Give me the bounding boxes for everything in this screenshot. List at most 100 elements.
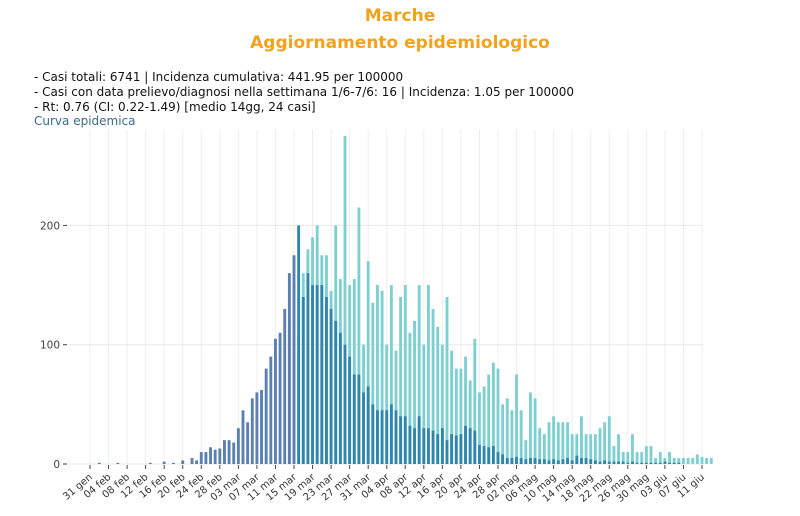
bar-dark xyxy=(658,462,662,464)
y-tick-label: 200 xyxy=(40,220,60,232)
bar-light xyxy=(436,326,440,464)
bar-dark xyxy=(380,410,384,464)
bar-dark xyxy=(529,458,532,464)
bar-dark xyxy=(320,285,324,464)
bar-dark xyxy=(542,459,546,464)
bar-dark xyxy=(413,428,416,464)
bar-light xyxy=(686,458,690,464)
bar-light xyxy=(371,302,375,464)
bar-light xyxy=(417,285,421,464)
bar-dark xyxy=(260,390,263,464)
bar-light xyxy=(403,285,407,464)
bar-dark xyxy=(556,460,560,464)
bar-dark xyxy=(190,458,194,464)
bar-light xyxy=(515,374,518,464)
bar-dark xyxy=(352,374,356,464)
bar-light xyxy=(603,422,607,464)
bar-dark xyxy=(246,422,250,464)
bar-light xyxy=(454,368,458,464)
bar-dark xyxy=(204,452,208,464)
bar-light xyxy=(343,135,347,464)
bar-dark xyxy=(422,428,426,464)
bar-light xyxy=(431,308,435,464)
bar-light xyxy=(677,458,681,464)
bar-light xyxy=(700,456,704,464)
bar-light xyxy=(644,446,648,464)
bar-light xyxy=(510,410,514,464)
bar-dark xyxy=(232,442,236,464)
bar-light xyxy=(589,434,593,464)
bar-dark xyxy=(566,458,569,464)
bar-dark xyxy=(334,320,338,464)
region-title: Marche xyxy=(364,6,436,26)
bar-light xyxy=(695,454,699,464)
bar-dark xyxy=(575,455,579,464)
bar-dark xyxy=(621,461,625,464)
bar-light xyxy=(376,285,379,464)
bar-dark xyxy=(445,440,449,464)
bar-light xyxy=(482,386,486,464)
bar-dark xyxy=(450,434,454,464)
bar-light xyxy=(561,422,565,464)
bar-light xyxy=(394,350,398,464)
bar-light xyxy=(464,356,467,464)
bar-dark xyxy=(417,416,421,464)
bar-dark xyxy=(403,416,407,464)
bar-light xyxy=(427,285,430,464)
bar-dark xyxy=(533,458,537,464)
bar-light xyxy=(663,458,667,464)
bar-dark xyxy=(501,454,505,464)
bar-light xyxy=(580,416,583,464)
bar-dark xyxy=(218,448,222,464)
bar-light xyxy=(533,398,537,464)
bar-dark xyxy=(427,428,430,464)
bar-dark xyxy=(644,462,648,464)
bar-dark xyxy=(538,459,542,464)
bar-dark xyxy=(631,461,634,464)
bar-light xyxy=(598,428,602,464)
bar-dark xyxy=(236,428,240,464)
bar-light xyxy=(385,344,389,464)
bar-light xyxy=(478,392,481,464)
bar-dark xyxy=(635,462,639,464)
bar-dark xyxy=(473,430,477,464)
bar-dark xyxy=(482,446,486,464)
bar-dark xyxy=(593,460,597,464)
bar-dark xyxy=(199,452,203,464)
chart-section-label: Curva epidemica xyxy=(34,114,136,128)
bar-dark xyxy=(287,273,291,464)
bar-light xyxy=(691,458,695,464)
bar-dark xyxy=(408,425,412,464)
bar-dark xyxy=(306,273,310,464)
bar-light xyxy=(668,452,671,464)
bar-dark xyxy=(677,462,681,464)
bar-dark xyxy=(436,434,440,464)
bar-light xyxy=(450,350,454,464)
bar-light xyxy=(547,422,551,464)
bar-dark xyxy=(607,461,611,464)
bar-light xyxy=(570,434,574,464)
bar-dark xyxy=(297,225,301,464)
bar-light xyxy=(445,297,449,464)
report-subtitle: Aggiornamento epidemiologico xyxy=(250,33,550,53)
bar-dark xyxy=(603,460,607,464)
bar-light xyxy=(705,458,709,464)
y-tick-label: 100 xyxy=(40,340,60,352)
bar-dark xyxy=(274,338,277,464)
bar-light xyxy=(626,452,630,464)
bar-dark xyxy=(97,462,101,464)
bar-dark xyxy=(487,447,491,464)
bar-light xyxy=(422,344,426,464)
bar-light xyxy=(440,344,444,464)
bar-dark xyxy=(223,440,226,464)
bar-dark xyxy=(394,410,398,464)
bar-light xyxy=(519,410,523,464)
bar-dark xyxy=(209,447,212,464)
bar-dark xyxy=(357,374,361,464)
bar-dark xyxy=(584,458,588,464)
bar-dark xyxy=(519,458,523,464)
bar-dark xyxy=(250,398,254,464)
bar-light xyxy=(538,428,542,464)
